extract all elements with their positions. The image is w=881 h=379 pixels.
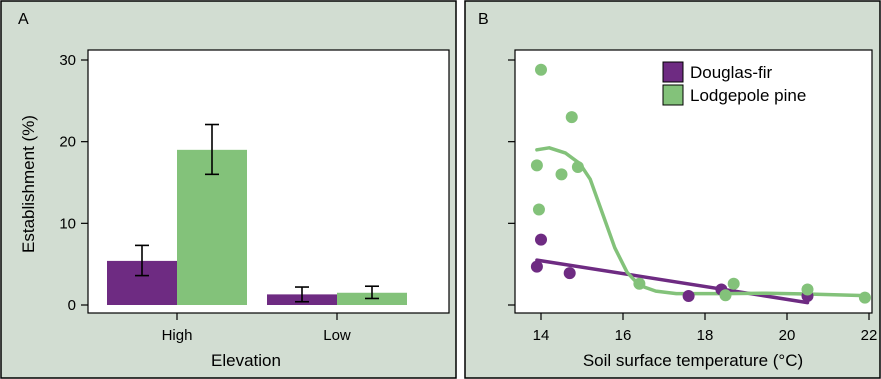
legend-swatch-lodgepole-pine — [662, 84, 684, 106]
x-tick-label: 22 — [861, 327, 878, 344]
panel-b-trend-lines — [535, 146, 867, 305]
point-douglas-fir — [563, 267, 576, 280]
panel-a-label: A — [18, 11, 29, 28]
y-tick-label: 20 — [59, 134, 76, 151]
point-lodgepole-pine — [801, 283, 814, 296]
point-douglas-fir — [535, 233, 547, 246]
legend-label-lodgepole-pine: Lodgepole pine — [690, 86, 806, 105]
point-lodgepole-pine — [555, 168, 568, 181]
x-tick-label: High — [162, 327, 193, 344]
panel-a-x-axis-title: Elevation — [211, 351, 281, 370]
point-lodgepole-pine — [565, 111, 578, 124]
x-tick-label: 20 — [779, 327, 796, 344]
point-lodgepole-pine — [530, 159, 543, 172]
legend-swatch-douglas-fir — [662, 61, 684, 83]
y-tick-label: 10 — [59, 215, 76, 232]
panel-b-points — [530, 63, 871, 304]
point-lodgepole-pine — [571, 160, 584, 173]
point-lodgepole-pine — [858, 291, 871, 304]
point-lodgepole-pine — [633, 277, 646, 290]
point-lodgepole-pine — [727, 277, 740, 290]
panel-b-y-ticks — [508, 59, 515, 306]
y-tick-label: 30 — [59, 52, 76, 69]
panel-b-plot-area — [514, 49, 873, 314]
bar-lodgepole-pine-high — [177, 149, 247, 305]
point-douglas-fir — [682, 290, 695, 303]
x-tick-label: 14 — [533, 327, 550, 344]
panel-a-error-bars — [135, 123, 379, 303]
x-tick-label: Low — [323, 327, 351, 344]
legend-label-douglas-fir: Douglas-fir — [690, 63, 773, 82]
panel-b-x-ticks: 14 16 18 20 22 — [533, 313, 878, 344]
panel-b-label: B — [478, 11, 489, 28]
point-douglas-fir — [530, 260, 543, 273]
point-lodgepole-pine — [535, 63, 547, 76]
panel-a-x-ticks: High Low — [162, 313, 351, 344]
trend-line-douglas-fir — [535, 258, 810, 305]
panel-b-legend: Douglas-fir Lodgepole pine — [662, 61, 806, 106]
panel-b-x-axis-title: Soil surface temperature (°C) — [583, 351, 803, 370]
panel-a-y-axis-title: Establishment (%) — [19, 115, 38, 253]
panel-a-y-ticks: 0 10 20 30 — [59, 52, 88, 314]
x-tick-label: 16 — [615, 327, 632, 344]
point-lodgepole-pine — [532, 203, 545, 216]
panel-b: B 14 16 18 20 22 Douglas-fir Lodgepole pine S… — [464, 0, 881, 379]
y-tick-label: 0 — [68, 297, 76, 314]
x-tick-label: 18 — [697, 327, 714, 344]
trend-line-lodgepole-pine — [535, 146, 867, 298]
panel-a: A 0 10 20 30 High Low Elevation Establishmen… — [0, 0, 457, 379]
point-lodgepole-pine — [719, 289, 732, 302]
